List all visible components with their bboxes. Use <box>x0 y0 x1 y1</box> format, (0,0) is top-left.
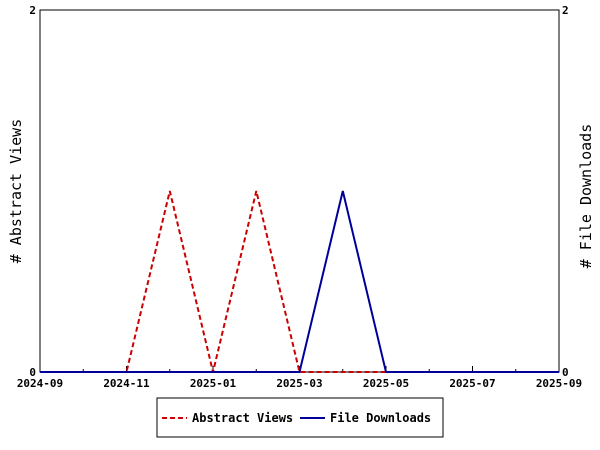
legend: Abstract Views File Downloads <box>156 397 444 438</box>
legend-label: File Downloads <box>330 411 431 425</box>
x-tick-label: 2025-09 <box>536 377 582 390</box>
y-axis-right-title: # File Downloads <box>577 124 595 269</box>
y-right-tick-label: 0 <box>562 366 569 379</box>
x-tick-label: 2025-01 <box>190 377 237 390</box>
x-tick-label: 2024-09 <box>17 377 63 390</box>
series-layer <box>40 190 559 373</box>
y-right-tick-label: 2 <box>562 4 569 17</box>
y-axis-left-title: # Abstract Views <box>7 119 25 264</box>
plot-area <box>39 9 560 373</box>
legend-label: Abstract Views <box>192 411 293 425</box>
series-line-file-downloads <box>40 190 559 373</box>
x-tick-label: 2025-03 <box>276 377 322 390</box>
y-left-tick-label: 2 <box>29 4 36 17</box>
x-tick-label: 2025-05 <box>363 377 409 390</box>
x-axis-ticks: 2024-09 2024-11 2025-01 2025-03 2025-05 2025-… <box>17 366 582 390</box>
x-tick-label: 2025-07 <box>449 377 495 390</box>
y-left-tick-label: 0 <box>29 366 36 379</box>
x-tick-label: 2024-11 <box>103 377 150 390</box>
